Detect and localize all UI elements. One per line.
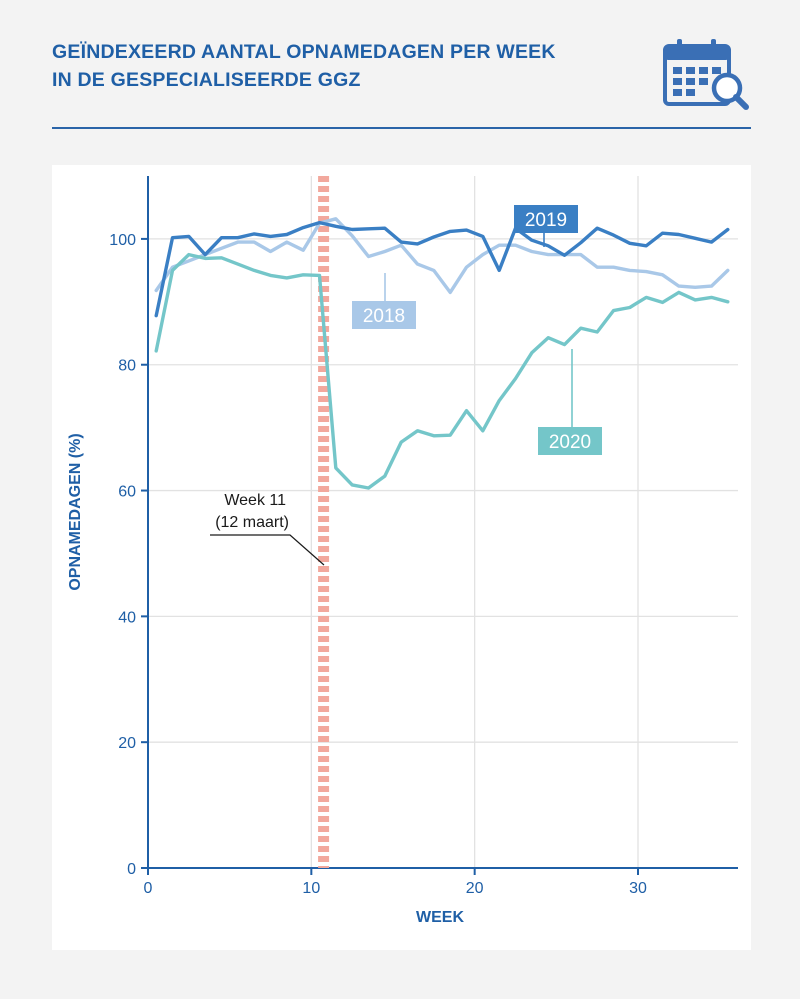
y-tick-label: 20	[118, 735, 136, 752]
calendar-search-icon	[663, 39, 749, 110]
series-label-box-2019	[514, 205, 578, 233]
chart-panel: 0 20 40 60 80 100 0 10 20 30 WEEK OPNAMEDAGEN (%) 20…	[52, 165, 751, 950]
x-tick-label: 20	[466, 880, 484, 897]
y-tick-label: 80	[118, 358, 136, 375]
annotation-week11-leader	[210, 534, 325, 566]
line-chart: 0 20 40 60 80 100 0 10 20 30 WEEK OPNAMEDAGEN (%) 20…	[67, 176, 738, 926]
y-axis-title: OPNAMEDAGEN (%)	[67, 433, 84, 590]
annotation-week11-line2: (12 maart)	[215, 514, 289, 531]
series-line-2020	[154, 252, 730, 490]
y-tick-label: 40	[118, 609, 136, 626]
series-label-box-2018	[352, 301, 416, 329]
series-label-2020: 2020	[549, 432, 591, 453]
series-line-2018	[154, 217, 730, 295]
y-tick-label: 100	[109, 232, 136, 249]
series-label-box-2020	[538, 427, 602, 455]
series-line-2019	[154, 220, 730, 318]
x-tick-label: 30	[629, 880, 647, 897]
x-axis-title: WEEK	[416, 909, 464, 926]
y-tick-label: 0	[127, 861, 136, 878]
x-tick-label: 10	[302, 880, 320, 897]
series-label-2019: 2019	[525, 210, 567, 231]
series-label-2018: 2018	[363, 306, 405, 327]
y-tick-label: 60	[118, 484, 136, 501]
page-title: GEÏNDEXEERD AANTAL OPNAMEDAGEN PER WEEK …	[52, 38, 556, 94]
x-tick-label: 0	[144, 880, 153, 897]
annotation-week11-line1: Week 11	[224, 492, 286, 509]
title-line-1: GEÏNDEXEERD AANTAL OPNAMEDAGEN PER WEEK	[52, 41, 556, 63]
title-line-2: IN DE GESPECIALISEERDE GGZ	[52, 69, 361, 91]
header-divider	[52, 127, 751, 129]
